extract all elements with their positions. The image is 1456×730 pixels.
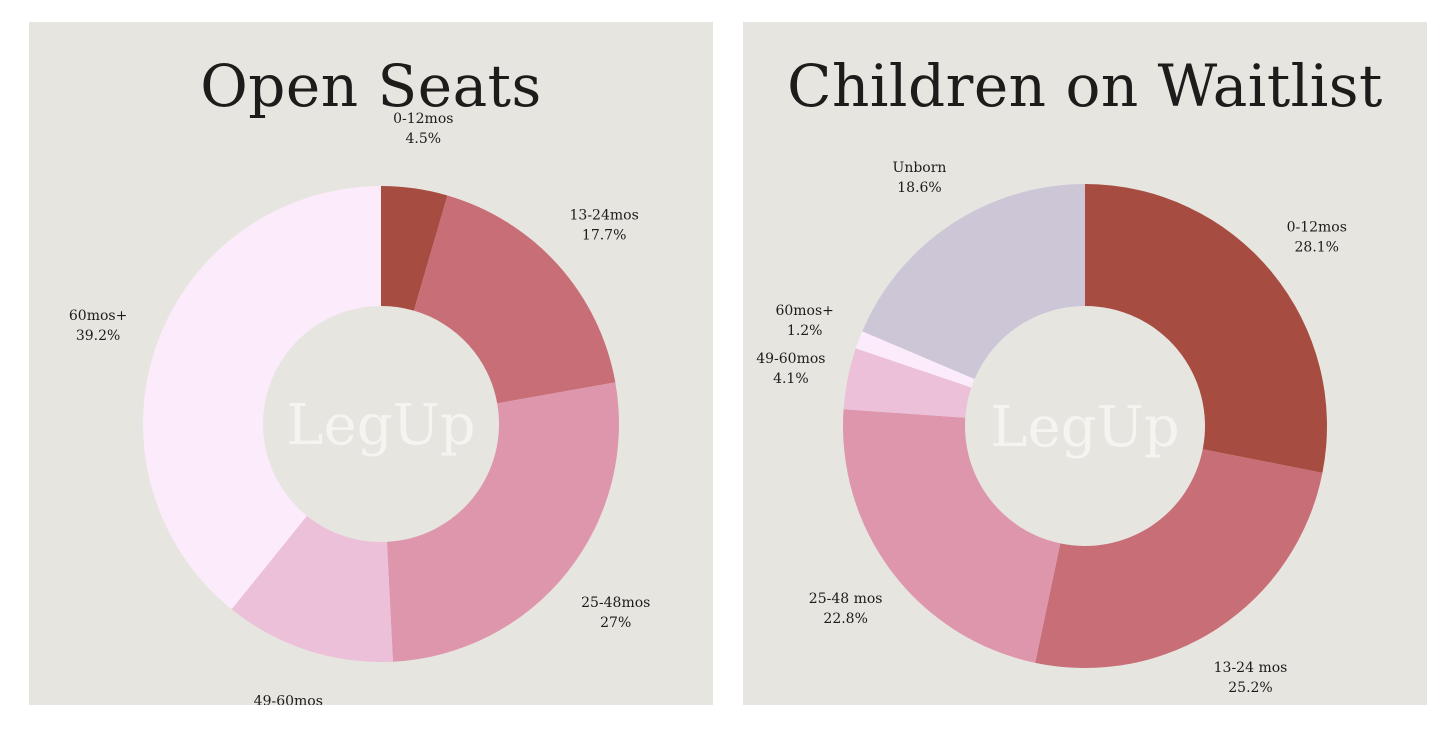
slice-label: 25-48mos bbox=[581, 595, 650, 611]
open-seats-donut-chart: 0-12mos 4.5% 13-24mos 17.7% 25-48mos 27% 49-60… bbox=[69, 111, 650, 705]
slice-13-24-mos bbox=[1035, 449, 1323, 668]
waitlist-donut-chart: 0-12mos 28.1% 13-24 mos 25.2% 25-48 mos 22.8%… bbox=[756, 160, 1347, 696]
slice-0-12mos bbox=[381, 186, 448, 311]
slice-25-48mos bbox=[386, 382, 619, 662]
chart-title: Children on Waitlist bbox=[787, 52, 1383, 120]
slice-label: 13-24 mos bbox=[1214, 660, 1288, 676]
legup-logo: LegUp bbox=[286, 393, 475, 458]
slice-label: 13-24mos bbox=[570, 207, 639, 223]
slice-label: 49-60mos bbox=[254, 693, 323, 705]
slice-49-60mos bbox=[843, 348, 972, 418]
chart-title: Open Seats bbox=[200, 52, 542, 120]
slice-label: 60mos+ bbox=[69, 308, 127, 324]
slice-value: 17.7% bbox=[582, 227, 626, 243]
legup-logo: LegUp bbox=[990, 395, 1179, 460]
slice-60mos- bbox=[855, 331, 975, 388]
open-seats-panel: Open Seats 0-12mos 4.5% 13-24mos 17.7% 25-48… bbox=[29, 22, 713, 705]
slice-value: 18.6% bbox=[897, 180, 941, 196]
slice-label: 25-48 mos bbox=[809, 591, 883, 607]
slice-value: 22.8% bbox=[823, 611, 867, 627]
waitlist-panel: Children on Waitlist 0-12mos 28.1% 13-24 m… bbox=[743, 22, 1427, 705]
slice-value: 4.1% bbox=[773, 371, 809, 387]
slice-label: 0-12mos bbox=[1287, 219, 1347, 235]
slice-label: 0-12mos bbox=[393, 111, 453, 127]
slice-25-48-mos bbox=[843, 409, 1061, 663]
slice-value: 1.2% bbox=[787, 323, 823, 339]
slice-13-24mos bbox=[413, 195, 616, 404]
slice-60mos- bbox=[142, 186, 381, 610]
slice-value: 4.5% bbox=[405, 131, 441, 147]
slice-label: 49-60mos bbox=[756, 351, 825, 367]
slice-49-60mos bbox=[231, 515, 393, 662]
slice-label: Unborn bbox=[893, 160, 947, 176]
slice-unborn bbox=[862, 183, 1085, 380]
slice-label: 60mos+ bbox=[775, 303, 833, 319]
slice-value: 39.2% bbox=[76, 328, 120, 344]
slice-0-12mos bbox=[1085, 184, 1327, 473]
slice-value: 27% bbox=[600, 615, 631, 631]
slice-value: 28.1% bbox=[1295, 239, 1339, 255]
slice-value: 25.2% bbox=[1228, 680, 1272, 696]
